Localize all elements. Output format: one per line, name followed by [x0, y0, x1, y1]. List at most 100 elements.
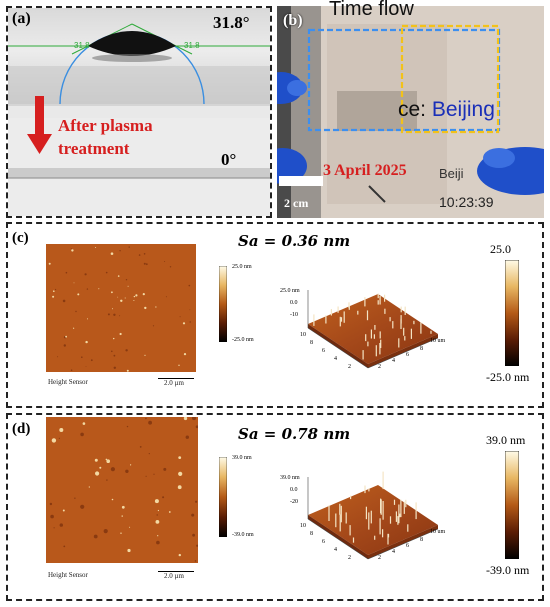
afm-particle [73, 327, 75, 329]
watermark-city: Beiji [439, 166, 464, 181]
afm-particle [191, 513, 195, 517]
afm-particle [94, 458, 98, 462]
scale-text: 2 cm [284, 196, 309, 210]
afm-particle [196, 544, 198, 547]
x-tick-c-0: 2 [378, 364, 381, 370]
afm-image-d [46, 417, 198, 563]
x-tick-c-3: 8 [420, 346, 423, 352]
small-cb-top-d: 39.0 nm [232, 455, 252, 461]
scale-bar-d [158, 571, 194, 572]
x-tick-d-3: 8 [420, 537, 423, 543]
afm-particle [138, 254, 141, 256]
afm-particle [105, 271, 108, 274]
panel-d: (d) Sa = 0.78 nm Height Sensor 2.0 µm 39… [6, 413, 544, 601]
big-cb-top-c: 25.0 [490, 242, 511, 256]
big-cb-top-d: 39.0 nm [486, 433, 526, 447]
y-tick-c-1: 8 [310, 340, 313, 346]
afm-particle [178, 553, 181, 557]
afm-particle [127, 548, 131, 553]
y-tick-d-4: 2 [348, 555, 351, 561]
afm-particle [117, 296, 119, 298]
y-tick-d-1: 8 [310, 531, 313, 537]
afm-particle [156, 540, 160, 545]
big-colorbar-c [505, 260, 519, 366]
z-tick-c-2: -10 [290, 312, 298, 318]
afm-particle [117, 275, 120, 277]
afm-particle [113, 366, 117, 369]
afm-particle [135, 294, 138, 297]
afm-particle [70, 248, 72, 250]
afm-particle [121, 515, 123, 517]
panel-c-label: (c) [12, 230, 29, 246]
afm-particle [110, 467, 115, 472]
afm-image-c [46, 244, 196, 372]
afm-particle [189, 321, 191, 323]
small-cb-bottom-c: -25.0 nm [232, 337, 254, 343]
afm-particle [106, 479, 108, 481]
afm-particle [154, 499, 159, 504]
afm-particle [80, 432, 84, 437]
afm-particle [90, 359, 93, 362]
afm-particle [86, 288, 89, 290]
afm-particle [85, 366, 87, 367]
afm-particle [148, 420, 152, 425]
afm-particle [99, 466, 102, 469]
afm-particle [106, 459, 110, 463]
sa-value-d: Sa = 0.78 nm [238, 425, 351, 443]
afm-particle [192, 417, 196, 421]
afm-particle [62, 509, 65, 512]
angle-before: 31.8° [213, 13, 250, 32]
x-tick-d-1: 4 [392, 549, 395, 555]
afm-particle [192, 533, 196, 537]
afm-particle [59, 428, 64, 432]
afm-particle [75, 310, 77, 313]
time-text: 10:23:39 [439, 194, 494, 210]
afm-particle [81, 356, 83, 358]
afm-particle [48, 262, 51, 265]
sa-value-c: Sa = 0.36 nm [238, 232, 351, 250]
scale-text-c: 2.0 µm [164, 379, 184, 387]
afm-particle [145, 417, 147, 420]
afm-particle [51, 438, 57, 443]
afm-particle [148, 453, 150, 455]
y-tick-d-0: 10 [300, 523, 306, 529]
afm-particle [80, 504, 85, 509]
afm-particle [49, 502, 53, 506]
afm-particle [105, 458, 108, 461]
afm-particle [143, 253, 146, 255]
afm-particle [162, 496, 165, 499]
afm-particle [82, 422, 86, 425]
afm-particle [130, 464, 132, 466]
afm-particle [110, 252, 114, 255]
afm-particle [182, 322, 186, 325]
afm-particle [194, 560, 197, 562]
afm-particle [74, 497, 76, 499]
afm-particle [107, 313, 110, 316]
x-tick-d-4: 10 um [430, 529, 446, 535]
afm-particle [62, 299, 66, 303]
arrow-text-line1: After plasma [58, 116, 153, 135]
afm-particle [128, 246, 130, 248]
z-tick-d-1: 0.0 [290, 487, 298, 493]
afm-particle [195, 425, 198, 429]
afm-particle [55, 288, 57, 291]
afm-particle [111, 498, 114, 501]
afm-particle [53, 527, 55, 529]
afm-particle [145, 263, 148, 266]
z-tick-c-1: 0.0 [290, 300, 298, 306]
afm-particle [124, 297, 126, 299]
left-glove-icon [277, 72, 307, 184]
z-tick-d-2: -20 [290, 499, 298, 505]
afm-particle [155, 306, 157, 308]
afm-particle [98, 288, 100, 290]
afm-particle [65, 271, 68, 274]
afm-particle [179, 316, 181, 318]
date-text: 3 April 2025 [323, 162, 407, 179]
afm-particle [77, 293, 80, 296]
afm-particle [178, 471, 183, 476]
yellow-dashed-box [400, 24, 500, 134]
afm-particle [112, 308, 113, 310]
x-tick-d-2: 6 [406, 543, 409, 549]
place-text: ce: Beijing [398, 98, 495, 122]
afm-particle [93, 534, 98, 539]
